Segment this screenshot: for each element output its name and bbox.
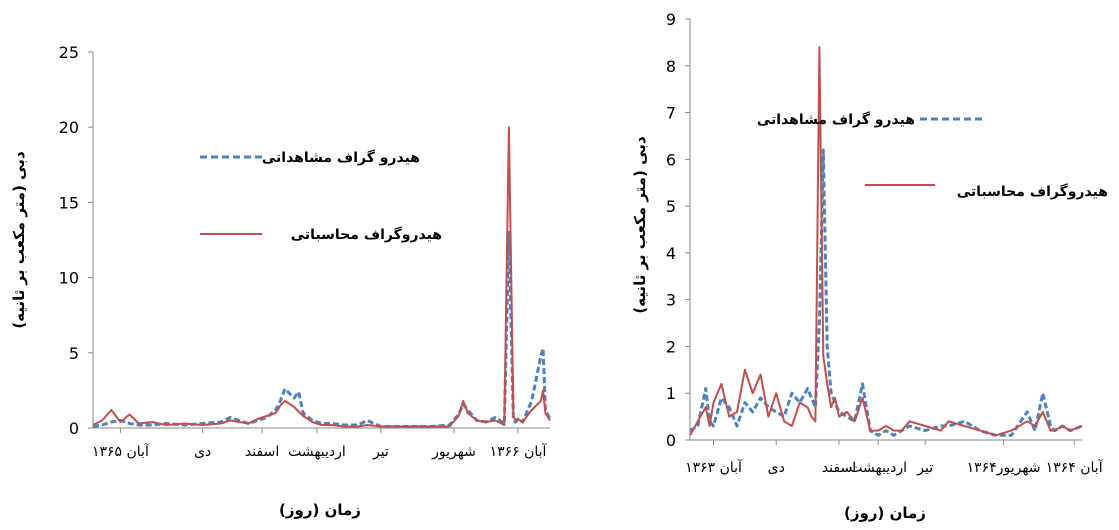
x-tick-label: تیر (916, 460, 933, 476)
y-tick-label: 5 (69, 344, 79, 363)
y-tick-label: 1 (666, 384, 676, 403)
x-tick-label: ۱۳۶۴شهریور (967, 460, 1041, 476)
legend-label-observed: هیدرو گراف مشاهداتی (757, 111, 915, 128)
series-computed-line (689, 46, 1083, 437)
x-tick-label: آبان ۱۳۶۳ (685, 459, 743, 476)
x-axis-label: زمان (روز) (279, 501, 361, 519)
y-tick-label: 0 (666, 431, 676, 450)
series-observed-line (689, 148, 1083, 437)
series-computed-line (92, 126, 551, 428)
x-tick-label: آبان ۱۳۶۵ (92, 443, 150, 460)
legend-label-observed: هیدرو گراف مشاهداتی (262, 149, 420, 166)
y-tick-label: 8 (666, 57, 676, 76)
y-tick-label: 6 (666, 150, 676, 169)
chart-left: 0 5 10 15 20 25 آبان ۱۳۶۵ دی اسفند اردیبهشت تیر شه… (10, 43, 552, 519)
y-tick-label: 15 (59, 193, 79, 212)
y-tick-label: 3 (666, 291, 676, 310)
legend: هیدرو گراف مشاهداتی هیدروگراف محاسباتی (200, 149, 442, 243)
x-tick-label: اردیبهشت (288, 444, 346, 460)
y-tick-label: 5 (666, 197, 676, 216)
y-tick-label: 25 (59, 43, 79, 62)
x-tick-label: دی (768, 460, 785, 476)
x-tick-label: اسفند (245, 444, 279, 460)
y-tick-label: 0 (69, 419, 79, 438)
x-tick-label: آبان ۱۳۶۴ (1046, 459, 1104, 476)
series-observed-line (92, 231, 552, 428)
y-tick-label: 10 (59, 269, 79, 288)
y-axis-label: دبی (متر مکعب بر ثانیه) (10, 151, 28, 329)
y-tick-label: 7 (666, 104, 676, 123)
x-axis-label: زمان (روز) (844, 504, 926, 522)
y-axis-label: دبی (متر مکعب بر ثانیه) (631, 136, 649, 314)
y-tick-label: 20 (59, 118, 79, 137)
x-tick-label: آبان ۱۳۶۶ (490, 443, 548, 460)
x-tick-label: دی (194, 444, 211, 460)
legend-label-computed: هیدروگراف محاسباتی (291, 226, 442, 243)
x-tick-label: اسفند (822, 460, 856, 476)
x-tick-label: تیر (372, 444, 389, 460)
legend-label-computed: هیدروگراف محاسباتی (957, 183, 1108, 200)
y-tick-label: 4 (666, 244, 676, 263)
x-tick-label: اردیبهشت (849, 460, 907, 476)
y-tick-label: 9 (666, 10, 676, 29)
y-tick-label: 2 (666, 337, 676, 356)
x-tick-label: شهریور (431, 444, 476, 460)
legend: هیدرو گراف مشاهداتی هیدروگراف محاسباتی (757, 111, 1108, 200)
